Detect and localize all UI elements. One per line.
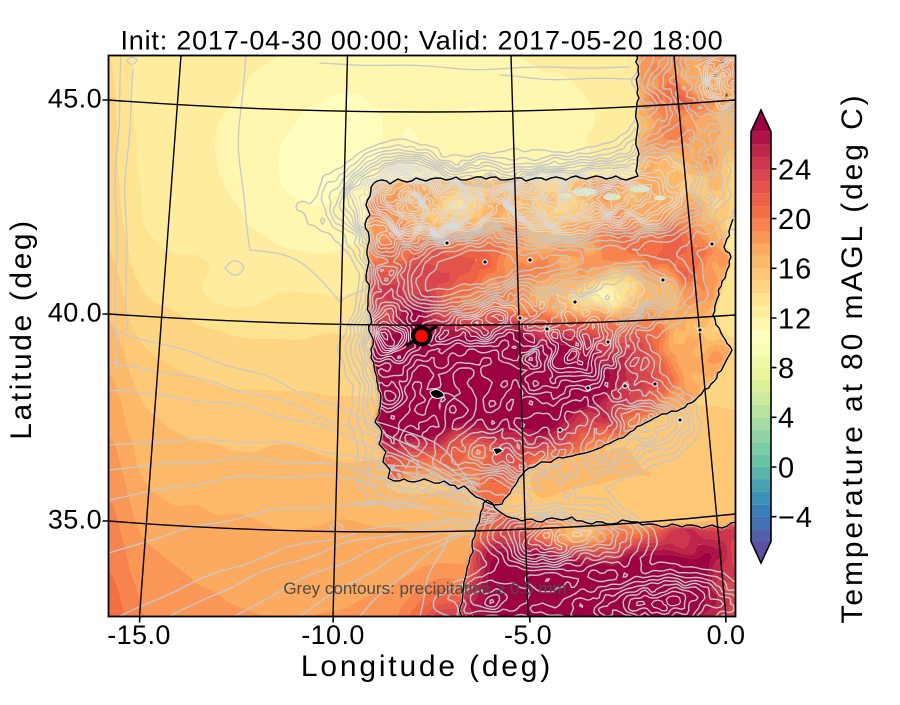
svg-text:35.0: 35.0 xyxy=(48,505,102,535)
svg-text:Init: 2017-04-30 00:00; Valid:: Init: 2017-04-30 00:00; Valid: 2017-05-2… xyxy=(120,25,723,55)
svg-text:Latitude (deg): Latitude (deg) xyxy=(5,218,38,440)
svg-text:8: 8 xyxy=(778,353,795,385)
svg-text:24: 24 xyxy=(778,154,812,186)
svg-text:0: 0 xyxy=(778,452,795,484)
svg-text:12: 12 xyxy=(778,303,812,335)
svg-text:Temperature at 80 mAGL (deg C): Temperature at 80 mAGL (deg C) xyxy=(836,92,869,623)
svg-text:16: 16 xyxy=(778,254,812,286)
svg-text:40.0: 40.0 xyxy=(48,298,102,328)
svg-text:20: 20 xyxy=(778,204,812,236)
svg-text:45.0: 45.0 xyxy=(48,84,102,114)
svg-text:-5.0: -5.0 xyxy=(504,620,552,650)
svg-text:Longitude (deg): Longitude (deg) xyxy=(301,650,553,683)
svg-text:-10.0: -10.0 xyxy=(301,620,365,650)
svg-text:Grey contours: precipitation ≥: Grey contours: precipitation ≥ 0.5 mm xyxy=(283,579,566,598)
svg-text:0.0: 0.0 xyxy=(707,620,746,650)
svg-text:−4: −4 xyxy=(778,502,813,534)
svg-text:4: 4 xyxy=(778,403,795,435)
svg-text:-15.0: -15.0 xyxy=(107,620,171,650)
